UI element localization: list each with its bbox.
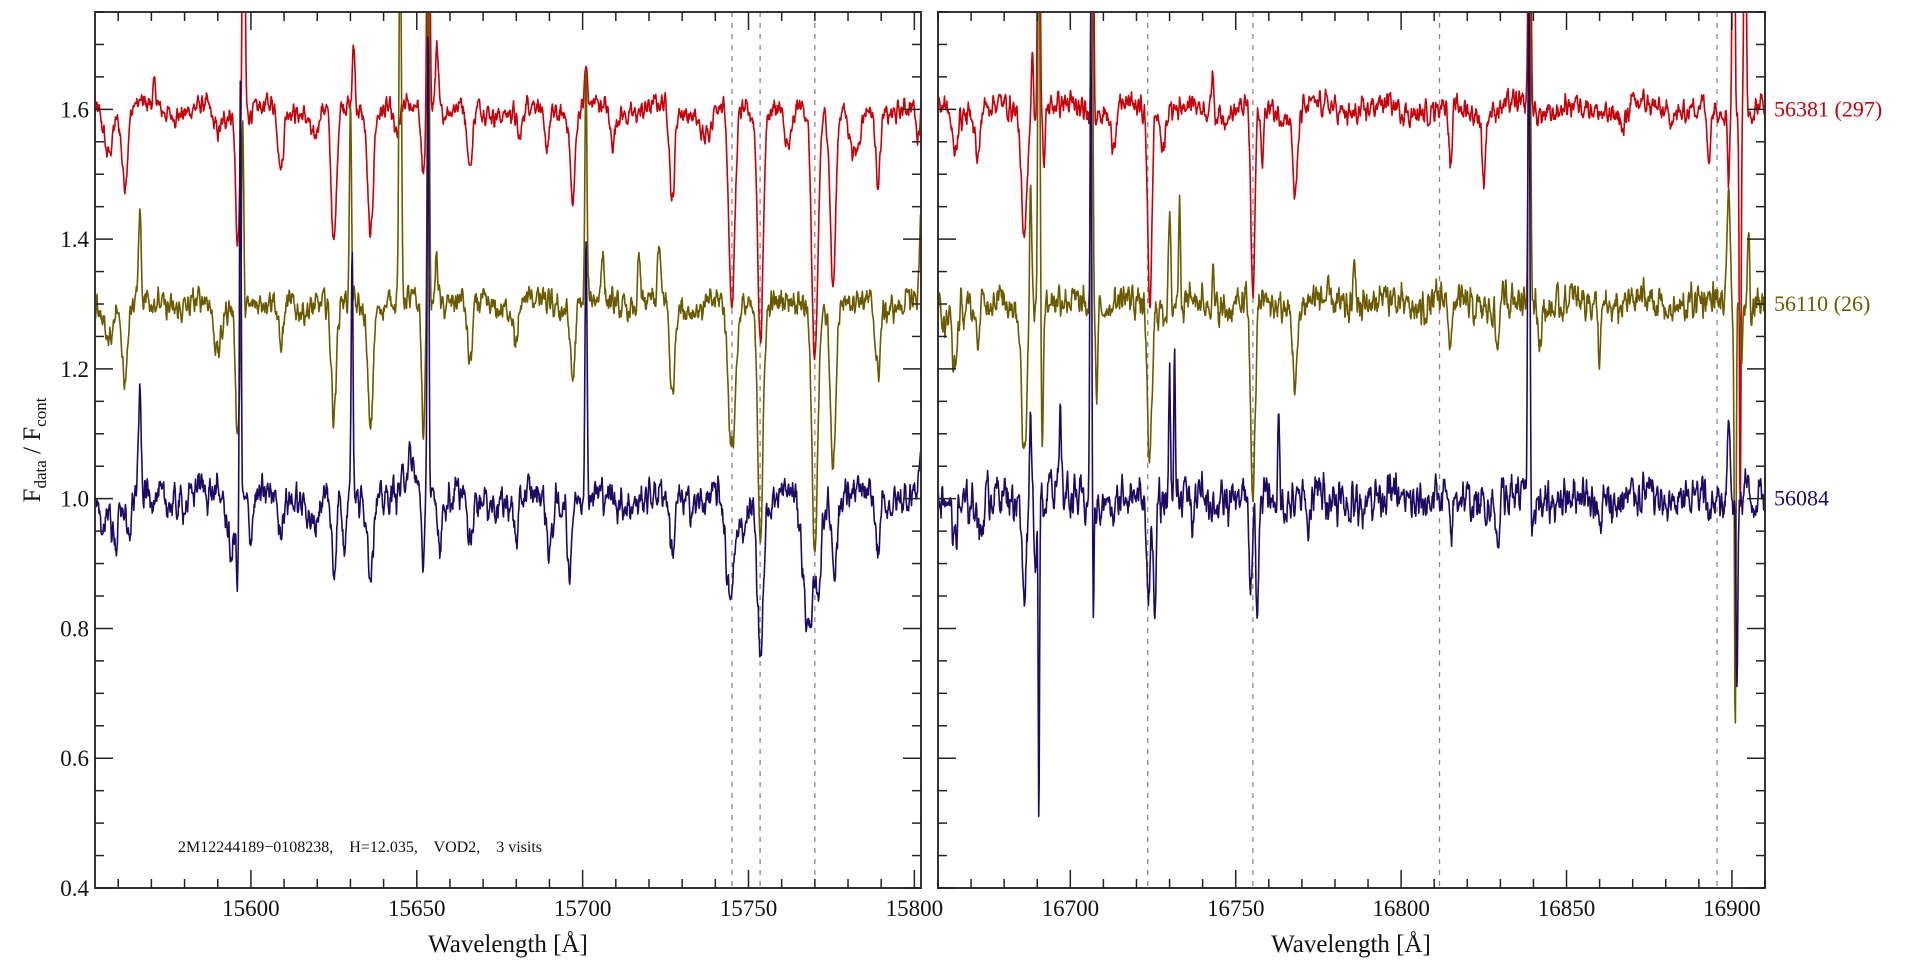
y-tick-label: 0.8 — [60, 616, 89, 641]
spectra-group — [95, 12, 921, 658]
y-tick-label: 0.4 — [60, 876, 89, 901]
y-tick-label: 0.6 — [60, 746, 89, 771]
x-axis-title-left: Wavelength [Å] — [428, 931, 588, 958]
plot-frame — [937, 11, 1766, 889]
y-tick-label: 1.2 — [60, 357, 89, 382]
x-tick-label: 15700 — [554, 896, 612, 921]
x-tick-label: 15750 — [720, 896, 778, 921]
left-panel: 15600 15650 15700 15750 15800 0.4 0.6 0.8 1.0 1.2… — [60, 11, 944, 921]
spectrum-line-56084 — [95, 36, 921, 658]
spectra-group — [938, 12, 1765, 818]
x-tick-label: 15650 — [388, 896, 446, 921]
y-title-mid: / F — [19, 427, 46, 460]
y-title-main: F — [19, 489, 46, 503]
x-tick-label: 15800 — [886, 896, 944, 921]
star-annotation: 2M12244189−0108238, H=12.035, VOD2, 3 vi… — [178, 839, 542, 856]
x-tick-label: 15600 — [222, 896, 280, 921]
y-title-sub2: cont — [31, 397, 50, 427]
spectrum-line-56381 — [938, 12, 1765, 508]
x-tick-label: 16900 — [1703, 896, 1761, 921]
right-panel: 16700 16750 16800 16850 16900 — [937, 11, 1766, 921]
x-tick-label: 16850 — [1538, 896, 1596, 921]
x-tick-label: 16700 — [1042, 896, 1100, 921]
x-axis-title-right: Wavelength [Å] — [1271, 931, 1431, 958]
y-tick-label: 1.4 — [60, 227, 89, 252]
y-tick-label: 1.6 — [60, 97, 89, 122]
spectrum-line-56084 — [938, 12, 1765, 818]
y-axis-title: Fdata / Fcont — [19, 397, 50, 502]
spectrum-line-56110 — [95, 12, 921, 553]
series-label-56110: 56110 (26) — [1774, 291, 1870, 316]
y-title-sub1: data — [31, 460, 50, 489]
x-tick-label: 16800 — [1372, 896, 1430, 921]
plot-frame — [94, 11, 922, 889]
spectrum-line-56381 — [95, 12, 921, 361]
y-tick-label: 1.0 — [60, 487, 89, 512]
x-tick-label: 16750 — [1207, 896, 1265, 921]
spectrum-line-56110 — [938, 12, 1765, 724]
series-label-56084: 56084 — [1774, 486, 1829, 511]
series-label-56381: 56381 (297) — [1774, 96, 1882, 121]
